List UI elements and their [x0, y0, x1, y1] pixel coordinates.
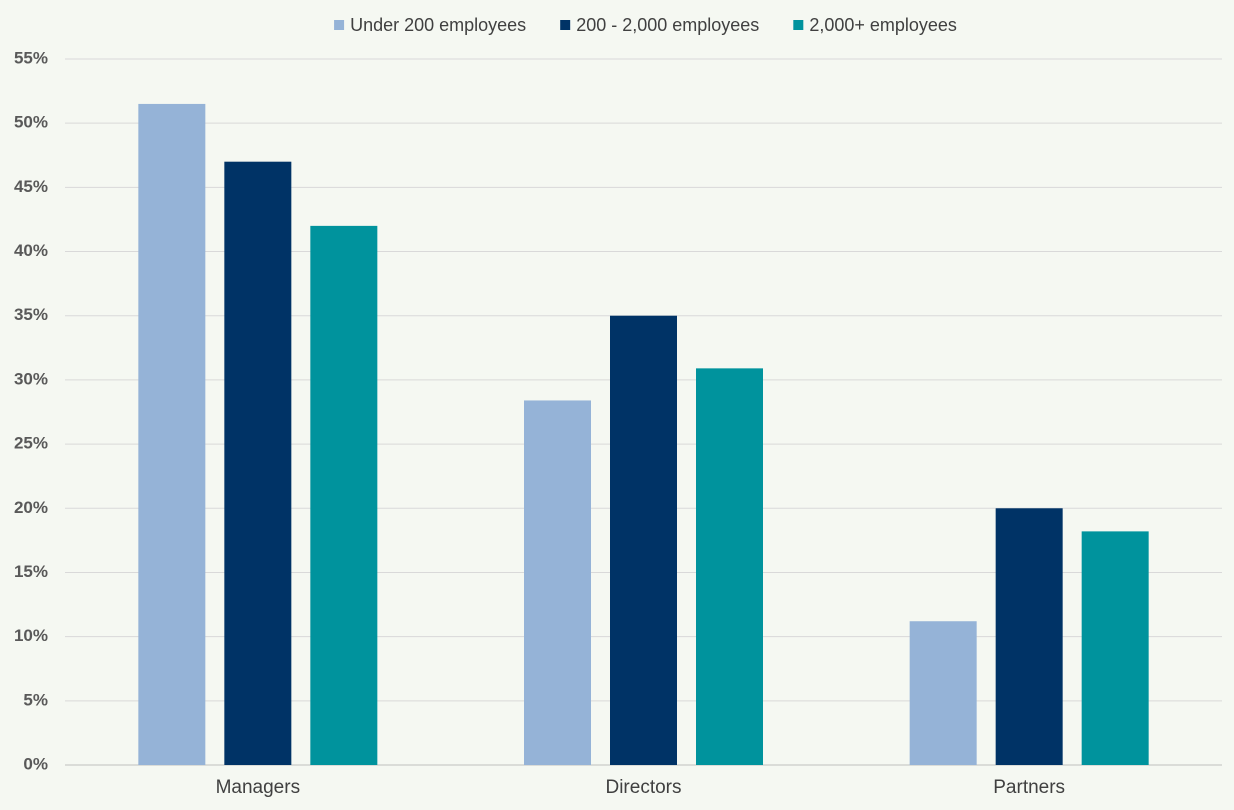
bar: [138, 103, 206, 766]
y-tick-label: 45%: [14, 177, 48, 196]
y-tick-label: 35%: [14, 305, 48, 324]
legend-label: 2,000+ employees: [809, 15, 957, 35]
legend-swatch: [793, 20, 804, 30]
bar: [310, 225, 378, 765]
legend-label: 200 - 2,000 employees: [576, 15, 759, 35]
y-tick-label: 40%: [14, 241, 48, 260]
bar: [610, 315, 677, 765]
y-tick-label: 10%: [14, 626, 48, 645]
bar: [1081, 531, 1149, 765]
y-tick-label: 50%: [14, 113, 48, 132]
y-tick-label: 20%: [14, 498, 48, 517]
bar: [224, 161, 292, 765]
y-tick-label: 30%: [14, 369, 48, 388]
bar: [995, 508, 1063, 765]
bar: [524, 400, 591, 765]
legend-item: 200 - 2,000 employees: [560, 15, 759, 35]
bar: [909, 621, 977, 765]
y-tick-label: 15%: [14, 562, 48, 581]
x-tick-label: Managers: [216, 777, 301, 798]
x-tick-label: Directors: [605, 777, 681, 798]
y-tick-label: 0%: [23, 754, 48, 773]
y-tick-label: 5%: [23, 690, 48, 709]
y-tick-label: 25%: [14, 434, 48, 453]
bar: [696, 368, 763, 765]
legend-label: Under 200 employees: [350, 15, 526, 35]
y-tick-label: 55%: [14, 48, 48, 67]
legend-swatch: [560, 20, 571, 30]
legend-item: Under 200 employees: [334, 15, 526, 35]
legend-item: 2,000+ employees: [793, 15, 957, 35]
legend-swatch: [334, 20, 345, 30]
x-tick-label: Partners: [993, 777, 1065, 798]
